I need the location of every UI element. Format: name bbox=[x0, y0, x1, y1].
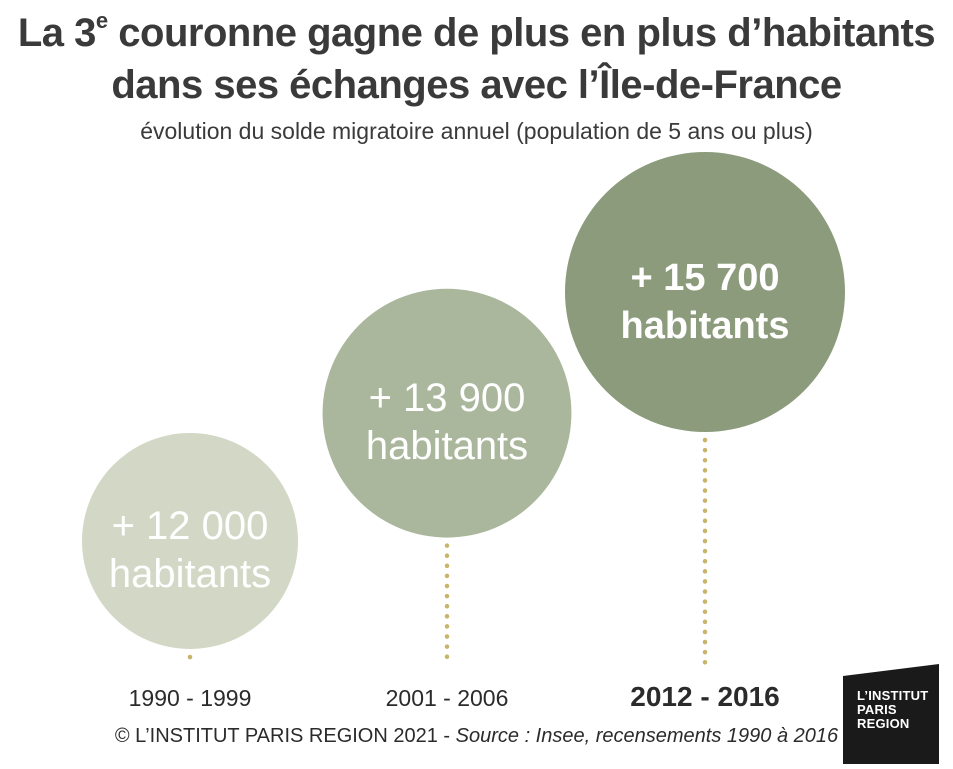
bubble-unit-label: habitants bbox=[366, 424, 528, 468]
logo-text: L’INSTITUT PARIS REGION bbox=[857, 689, 928, 731]
logo-line-1: L’INSTITUT bbox=[857, 688, 929, 703]
title-superscript: e bbox=[95, 8, 108, 33]
title-rest: couronne gagne de plus en plus d’habitan… bbox=[107, 11, 936, 55]
chart-title-line-2: dans ses échanges avec l’Île-de-France bbox=[111, 63, 842, 107]
footer-credit: © L’INSTITUT PARIS REGION 2021 - Source … bbox=[0, 723, 953, 749]
bubble-unit-label: habitants bbox=[109, 552, 271, 596]
logo-line-2: PARIS bbox=[857, 702, 897, 717]
category-label: 1990 - 1999 bbox=[129, 685, 252, 711]
bubble-value-label: + 12 000 bbox=[112, 504, 269, 548]
logo-shape bbox=[843, 664, 939, 764]
institut-logo: L’INSTITUT PARIS REGION bbox=[843, 664, 939, 764]
title-prefix: La 3 bbox=[17, 11, 97, 55]
chart-title-line-1: La 3e couronne gagne de plus en plus d’h… bbox=[0, 10, 953, 56]
bubble-2 bbox=[322, 288, 572, 538]
footer-source: Source : Insee, recensements 1990 à 2016 bbox=[455, 725, 839, 747]
bubble-1 bbox=[82, 433, 298, 649]
bubble-3 bbox=[565, 152, 845, 432]
logo-line-3: REGION bbox=[857, 716, 910, 731]
category-label: 2001 - 2006 bbox=[386, 685, 509, 711]
footer-copyright: © L’INSTITUT PARIS REGION 2021 - bbox=[114, 725, 456, 747]
category-label: 2012 - 2016 bbox=[630, 681, 779, 712]
bubble-unit-label: habitants bbox=[621, 305, 790, 347]
chart-subtitle: évolution du solde migratoire annuel (po… bbox=[140, 118, 813, 144]
bubble-value-label: + 13 900 bbox=[369, 376, 526, 420]
bubble-value-label: + 15 700 bbox=[631, 257, 780, 299]
